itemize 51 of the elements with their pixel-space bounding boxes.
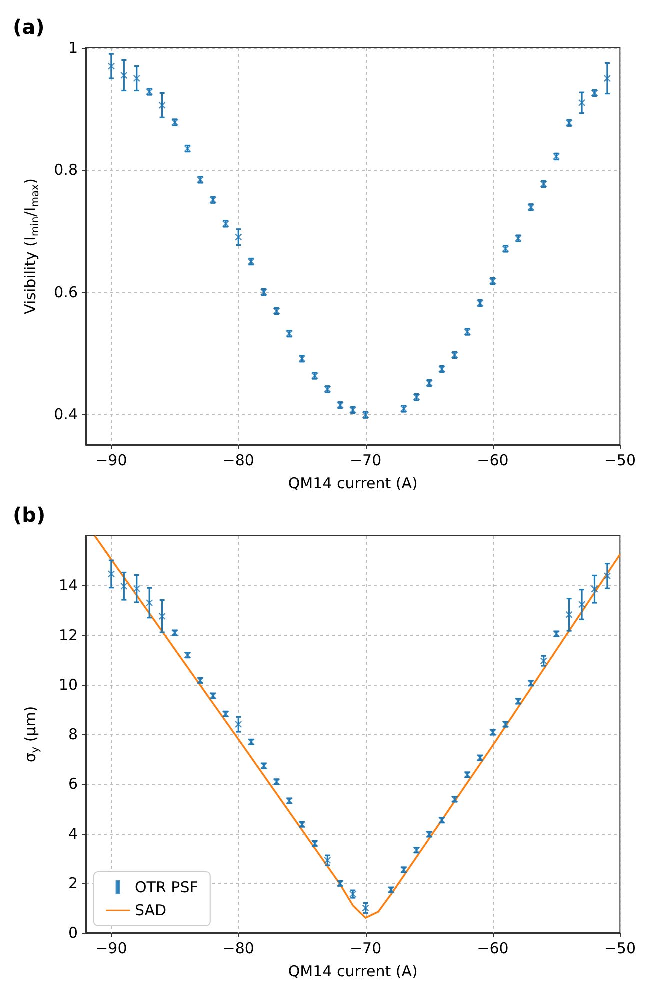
point bbox=[578, 99, 586, 107]
point bbox=[566, 611, 573, 619]
x-tick-label: −50 bbox=[604, 452, 636, 470]
x-tick-label: −90 bbox=[96, 940, 128, 958]
y-tick-label: 0.8 bbox=[54, 161, 78, 180]
point bbox=[591, 586, 598, 593]
legend-label: SAD bbox=[135, 902, 167, 920]
point bbox=[540, 657, 548, 665]
x-tick-label: −50 bbox=[604, 940, 636, 958]
y-axis-title: Visibility (Imin/Imax) bbox=[22, 178, 42, 314]
point bbox=[604, 74, 612, 82]
point bbox=[362, 904, 370, 912]
y-tick-label: 0.6 bbox=[54, 283, 78, 302]
x-tick-label: −70 bbox=[350, 452, 382, 470]
y-tick-label: 2 bbox=[68, 874, 78, 892]
point bbox=[158, 102, 166, 110]
y-tick-label: 6 bbox=[68, 775, 78, 794]
point bbox=[235, 234, 242, 241]
x-tick-label: −60 bbox=[477, 452, 509, 470]
point bbox=[108, 570, 116, 578]
point bbox=[158, 612, 166, 620]
legend-label: OTR PSF bbox=[135, 878, 198, 896]
y-axis-title: σy (μm) bbox=[22, 706, 42, 763]
point bbox=[146, 599, 154, 607]
x-axis-title: QM14 current (A) bbox=[288, 962, 418, 980]
x-tick-label: −70 bbox=[350, 940, 382, 958]
point bbox=[324, 856, 332, 864]
x-tick-label: −90 bbox=[96, 452, 128, 470]
point bbox=[108, 62, 116, 70]
y-tick-label: 10 bbox=[58, 676, 78, 694]
y-tick-label: 1 bbox=[68, 39, 78, 57]
point bbox=[133, 585, 140, 592]
x-tick-label: −60 bbox=[477, 940, 509, 958]
x-tick-label: −80 bbox=[222, 940, 254, 958]
y-tick-label: 0 bbox=[68, 924, 78, 942]
point bbox=[120, 582, 128, 590]
x-tick-label: −80 bbox=[222, 452, 254, 470]
point bbox=[235, 720, 242, 728]
y-tick-label: 12 bbox=[58, 626, 78, 644]
chart-title: (a) bbox=[13, 15, 45, 39]
point bbox=[133, 74, 140, 82]
point bbox=[120, 72, 128, 80]
point bbox=[604, 572, 612, 580]
point bbox=[578, 601, 586, 608]
line-series bbox=[94, 535, 622, 920]
chart-title: (b) bbox=[13, 503, 46, 527]
y-tick-label: 0.4 bbox=[54, 405, 78, 424]
y-tick-label: 14 bbox=[58, 576, 78, 595]
x-axis-title: QM14 current (A) bbox=[288, 474, 418, 492]
y-tick-label: 4 bbox=[68, 824, 78, 843]
y-tick-label: 8 bbox=[68, 726, 78, 744]
